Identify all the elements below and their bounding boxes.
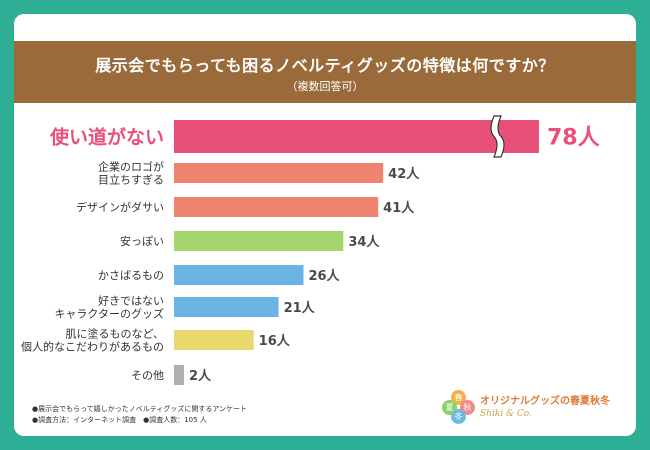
value-label: 34人 [348,234,380,250]
category-label: 目立ちすぎる [98,173,164,187]
chart-subtitle: （複数回答可） [286,80,364,93]
bar [174,163,384,183]
category-label: 好きではない [98,294,164,308]
logo-petal: 冬 [451,409,466,424]
category-label: その他 [131,369,164,382]
title-banner: 展示会でもらっても困るノベルティグッズの特徴は何ですか？ （複数回答可） [14,41,636,103]
category-label: デザインがダサい [76,200,164,214]
axis-break-mark [490,115,505,158]
survey-note: ●展示会でもらって嬉しかったノベルティグッズに関するアンケート [32,405,248,413]
flower-logo-icon: 春 夏 秋 冬 [442,390,476,424]
bar [174,330,254,350]
value-label: 2人 [189,368,212,384]
bar [174,365,184,385]
category-label: 企業のロゴが [98,160,164,174]
category-label: 肌に塗るものなど、 [66,327,164,341]
bar [174,265,304,285]
category-label: 安っぽい [120,234,164,248]
logo-sub-text: Shiki & Co. [480,409,532,419]
survey-note: ●調査方法：インターネット調査 ●調査人数：105 人 [32,416,207,424]
chart-title: 展示会でもらっても困るノベルティグッズの特徴は何ですか？ [95,56,555,75]
category-label: 個人的なこだわりがあるもの [21,340,164,354]
value-label: 26人 [308,268,340,284]
brand-logo: 春 夏 秋 冬 オリジナルグッズの春夏秋冬 Shiki & Co. [438,388,628,430]
category-label: キャラクターのグッズ [54,307,164,321]
survey-notes: ●展示会でもらって嬉しかったノベルティグッズに関するアンケート ●調査方法：イン… [32,404,247,426]
chart-card: 展示会でもらっても困るノベルティグッズの特徴は何ですか？ （複数回答可） 78人… [14,14,636,436]
value-label: 78人 [547,126,600,151]
category-label: 使い道がない [49,126,164,149]
category-label: かさばるもの [98,269,164,282]
value-label: 42人 [388,166,420,182]
logo-brand-text: オリジナルグッズの春夏秋冬 [480,396,610,407]
value-label: 16人 [259,333,291,349]
bar [174,297,279,317]
value-label: 41人 [383,200,415,216]
value-label: 21人 [284,300,316,316]
bar [174,231,344,251]
bar [174,197,379,217]
bar [174,120,539,153]
